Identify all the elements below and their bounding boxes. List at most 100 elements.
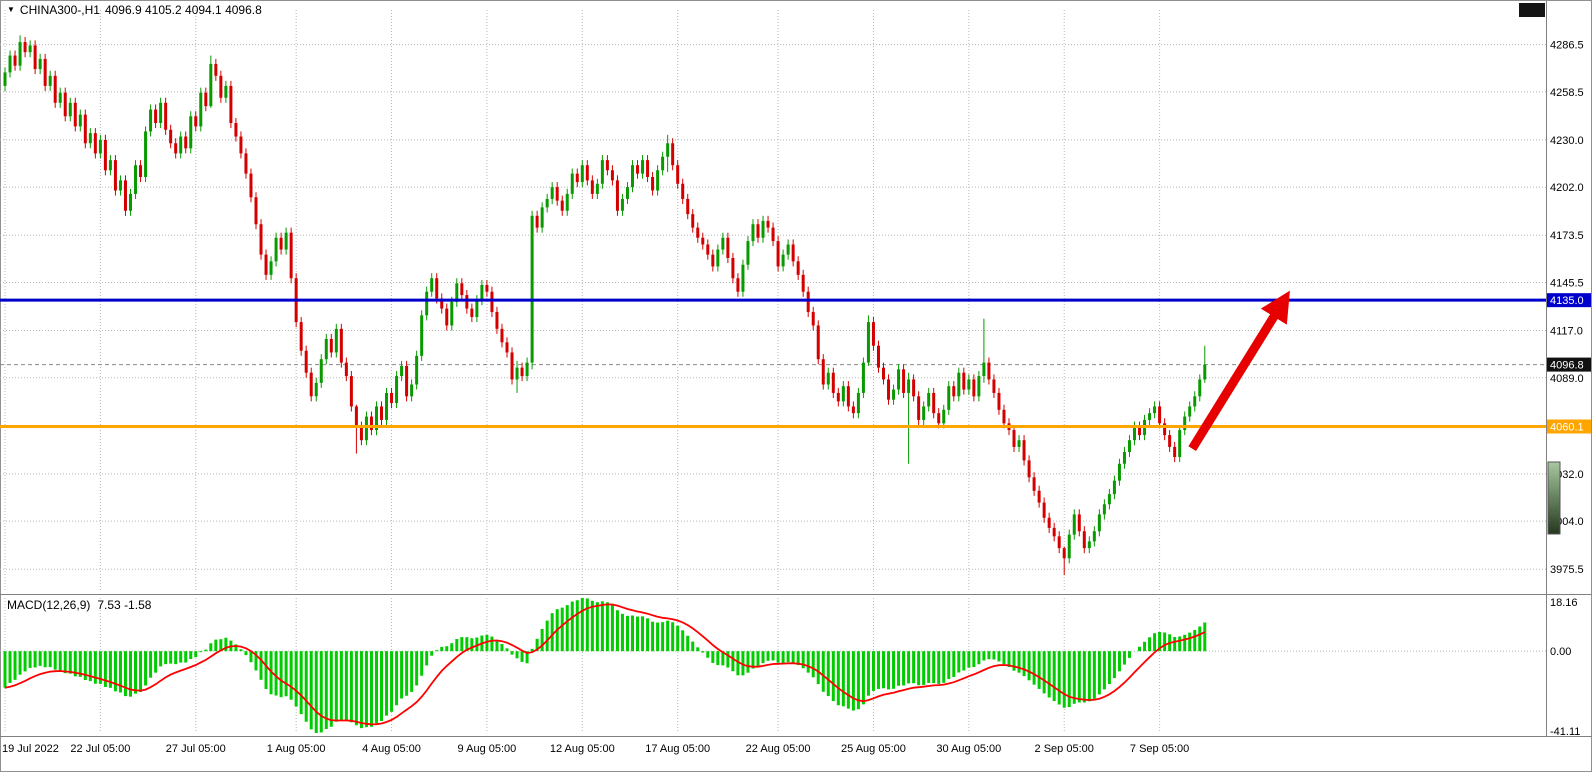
candle-body: [3, 72, 7, 86]
time-axis-label: 22 Aug 05:00: [746, 743, 811, 755]
candle-body: [977, 376, 981, 397]
candle-body: [385, 392, 389, 420]
candle-body: [952, 386, 956, 397]
candle-body: [726, 237, 730, 258]
candle-body: [876, 345, 880, 368]
top-right-marker[interactable]: [1519, 3, 1545, 17]
candle-body: [661, 156, 665, 171]
candle-body: [917, 396, 921, 420]
candle-body: [902, 369, 906, 393]
support-price-badge-text: 4060.1: [1550, 422, 1584, 434]
candle-body: [1193, 396, 1197, 407]
candle-body: [374, 406, 378, 431]
candle-body: [1138, 426, 1142, 436]
candle-body: [786, 244, 790, 255]
candle-body: [68, 102, 72, 117]
candle-body: [781, 254, 785, 267]
candle-body: [234, 123, 238, 137]
price-axis-label: 4117.0: [1550, 326, 1583, 338]
candle-body: [1022, 440, 1026, 461]
candle-body: [1052, 527, 1056, 537]
candle-body: [796, 261, 800, 275]
price-axis-label: 4286.5: [1550, 40, 1584, 52]
candle-body: [465, 295, 469, 309]
candle-body: [892, 389, 896, 400]
candle-body: [610, 170, 614, 181]
ohlc-values: 4096.9 4105.2 4094.1 4096.8: [104, 3, 262, 17]
candle-body: [78, 114, 82, 127]
candle-body: [565, 193, 569, 211]
candle-body: [957, 372, 961, 397]
candle-body: [691, 214, 695, 228]
candle-body: [123, 180, 127, 211]
candle-body: [174, 143, 178, 154]
time-axis-label: 17 Aug 05:00: [645, 743, 710, 755]
candle-body: [1133, 426, 1136, 441]
candle-body: [1072, 514, 1076, 535]
expander-icon[interactable]: ▼: [7, 5, 15, 14]
candle-body: [410, 384, 414, 397]
candle-body: [1027, 460, 1031, 478]
candle-body: [485, 284, 489, 292]
candle-body: [666, 143, 670, 157]
candle-body: [244, 153, 248, 174]
candle-body: [490, 291, 494, 312]
candle-body: [1198, 379, 1202, 397]
time-axis-label: 9 Aug 05:00: [458, 743, 517, 755]
candle-body: [359, 426, 363, 441]
candle-body: [992, 379, 996, 393]
candle-body: [1087, 541, 1091, 549]
candle-body: [1082, 531, 1086, 549]
candle-body: [756, 224, 760, 238]
candle-body: [284, 232, 288, 250]
candle-body: [108, 160, 112, 171]
candle-body: [63, 92, 67, 117]
candle-body: [821, 359, 825, 385]
time-axis-label: 2 Sep 05:00: [1035, 743, 1094, 755]
candle-body: [731, 257, 735, 279]
candle-body: [1037, 490, 1041, 503]
candle-body: [701, 237, 705, 245]
candle-body: [48, 75, 52, 86]
candle-body: [1107, 494, 1111, 505]
macd-axis-label: 18.16: [1550, 597, 1578, 609]
candle-body: [716, 249, 720, 267]
candle-body: [525, 362, 529, 377]
candle-body: [530, 215, 534, 363]
candle-body: [1062, 548, 1066, 559]
bid-price-badge: [1547, 357, 1591, 372]
candle-body: [229, 85, 233, 124]
candle-body: [641, 160, 645, 174]
candle-body: [309, 372, 313, 397]
candle-body: [681, 183, 685, 199]
candle-body: [98, 139, 102, 154]
support-price-badge: [1547, 419, 1591, 434]
candle-body: [159, 102, 163, 124]
candle-body: [324, 338, 328, 360]
candle-body: [841, 386, 845, 402]
candle-body: [460, 283, 464, 296]
candle-body: [555, 187, 559, 201]
candle-body: [139, 165, 143, 178]
candle-body: [585, 165, 589, 181]
candle-body: [887, 379, 891, 400]
trend-arrow[interactable]: [1188, 290, 1290, 451]
candle-body: [545, 198, 549, 208]
candle-body: [435, 278, 439, 299]
candle-body: [766, 220, 770, 228]
candle-body: [33, 45, 37, 70]
candle-body: [28, 45, 32, 53]
resistance-price-badge: [1547, 293, 1591, 308]
candle-body: [646, 160, 650, 178]
candle-body: [605, 160, 609, 171]
candle-body: [354, 406, 358, 427]
scrollbar-thumb[interactable]: [1547, 461, 1561, 535]
time-axis-label: 12 Aug 05:00: [550, 743, 615, 755]
candle-body: [209, 63, 213, 107]
candle-body: [1067, 534, 1071, 559]
candle-body: [871, 322, 875, 346]
candle-body: [856, 392, 860, 414]
candle-body: [194, 116, 198, 127]
